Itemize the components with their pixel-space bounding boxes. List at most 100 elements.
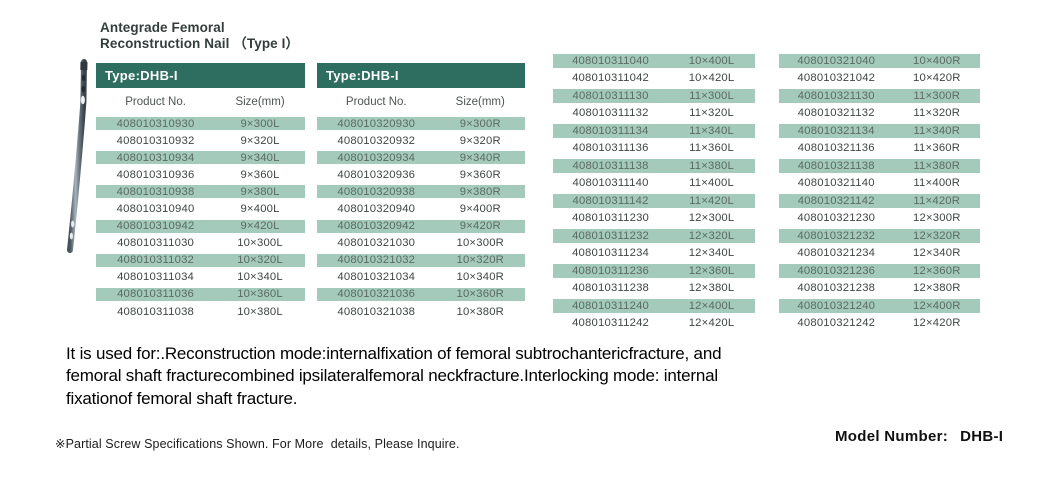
product-no: 408010311230: [572, 212, 650, 225]
table-row: 408010311032 10×320L: [96, 251, 305, 269]
size-value: 10×360L: [237, 288, 283, 301]
product-no: 408010321042: [797, 72, 876, 85]
product-no: 408010310942: [116, 220, 195, 233]
table-row: 408010321136 11×360R: [779, 140, 980, 158]
table-type-header: Type:DHB-I: [317, 63, 525, 88]
product-no: 408010321142: [797, 194, 875, 207]
table-row: 408010311034 10×340L: [96, 269, 305, 286]
product-no: 408010321040: [797, 54, 876, 67]
product-no: 408010320938: [337, 185, 416, 198]
table-row: 408010311140 11×400L: [553, 175, 755, 193]
size-value: 12×380L: [688, 282, 735, 295]
product-no: 408010321134: [797, 124, 875, 137]
size-value: 11×420R: [913, 194, 961, 207]
nail-hole: [81, 85, 85, 93]
spec-table-3: 408010311040 10×400L 408010311042 10×420L 40…: [553, 52, 755, 332]
table-row: 408010311042 10×420L: [553, 70, 755, 88]
col-header-product-no: Product No.: [125, 95, 186, 108]
size-value: 9×360R: [459, 168, 501, 181]
product-no: 408010321236: [797, 264, 876, 277]
size-value: 9×320L: [240, 134, 280, 147]
table-row: 408010310938 9×380L: [96, 183, 305, 201]
product-no: 408010311142: [572, 194, 649, 207]
product-no: 408010321130: [797, 89, 875, 102]
table-row: 408010311138 11×380L: [553, 157, 755, 175]
table-row: 408010311240 12×400L: [553, 297, 755, 315]
table-row: 408010311234 12×340L: [553, 245, 755, 263]
table-rows: 408010321040 10×400R 408010321042 10×420R 40…: [779, 52, 980, 332]
spec-table-4: 408010321040 10×400R 408010321042 10×420R 40…: [779, 52, 980, 332]
table-row: 408010321232 12×320R: [779, 227, 980, 245]
product-no: 408010311238: [572, 282, 650, 295]
table-row: 408010321238 12×380R: [779, 280, 980, 298]
size-value: 10×360R: [456, 288, 505, 301]
model-number-label: Model Number:: [835, 428, 949, 445]
product-no: 408010311032: [117, 254, 195, 267]
size-value: 11×300L: [689, 89, 734, 102]
size-value: 12×300L: [688, 212, 735, 225]
table-row: 408010311030 10×300L: [96, 235, 305, 252]
size-value: 10×340R: [456, 271, 505, 284]
usage-description-line1: It is used for:.Reconstruction mode:inte…: [66, 344, 722, 363]
product-no: 408010311138: [572, 159, 649, 172]
footnote: ※Partial Screw Specifications Shown. For…: [55, 437, 460, 451]
product-no: 408010321034: [337, 271, 416, 284]
size-value: 11×420L: [689, 194, 734, 207]
nail-hole: [80, 95, 85, 105]
size-value: 9×420L: [240, 220, 280, 233]
table-rows: 408010311040 10×400L 408010311042 10×420L 40…: [553, 52, 755, 332]
product-no: 408010321140: [797, 177, 875, 190]
size-value: 10×340L: [237, 271, 283, 284]
size-value: 11×400L: [689, 177, 734, 190]
size-value: 11×380L: [689, 159, 734, 172]
usage-description: It is used for:.Reconstruction mode:inte…: [66, 343, 846, 410]
size-value: 12×360R: [912, 264, 961, 277]
product-no: 408010320942: [337, 220, 416, 233]
size-value: 11×400R: [913, 177, 961, 190]
spec-table-2: Type:DHB-I Product No. Size(mm) 40801032…: [317, 63, 525, 320]
page-title-line1: Antegrade Femoral: [100, 20, 225, 35]
model-number: Model Number: DHB-I: [835, 428, 1003, 445]
size-value: 9×400L: [240, 203, 280, 216]
table-row: 408010321036 10×360R: [317, 285, 525, 304]
product-no: 408010311236: [572, 264, 650, 277]
product-no: 408010310938: [116, 185, 195, 198]
table-row: 408010321242 12×420R: [779, 315, 980, 333]
size-value: 9×300L: [240, 117, 280, 130]
product-no: 408010311130: [572, 89, 649, 102]
col-header-product-no: Product No.: [345, 95, 407, 108]
size-value: 12×400L: [688, 299, 735, 312]
product-no: 408010310932: [116, 134, 195, 147]
product-no: 408010311140: [572, 177, 649, 190]
table-row: 408010311136 11×360L: [553, 140, 755, 158]
size-value: 12×340L: [688, 247, 735, 260]
product-no: 408010311036: [117, 288, 195, 301]
product-no: 408010311232: [572, 229, 650, 242]
product-no: 408010321136: [797, 142, 875, 155]
table-row: 408010311036 10×360L: [96, 285, 305, 304]
product-no: 408010311136: [572, 142, 649, 155]
product-no: 408010321242: [797, 317, 876, 330]
product-no: 408010311034: [117, 271, 195, 284]
product-no: 408010321038: [337, 305, 416, 318]
table-row: 408010320934 9×340R: [317, 149, 525, 167]
size-value: 11×340R: [913, 124, 961, 137]
size-value: 12×420L: [688, 317, 735, 330]
table-row: 408010311230 12×300L: [553, 210, 755, 228]
product-no: 408010310934: [116, 151, 195, 164]
table-row: 408010311242 12×420L: [553, 315, 755, 333]
table-row: 408010310930 9×300L: [96, 115, 305, 133]
table-row: 408010311232 12×320L: [553, 227, 755, 245]
size-value: 10×400R: [912, 54, 961, 67]
column-headers: Product No. Size(mm): [96, 88, 305, 115]
product-no: 408010311234: [572, 247, 650, 260]
table-row: 408010321140 11×400R: [779, 175, 980, 193]
table-rows: 408010320930 9×300R 408010320932 9×320R 4080…: [317, 115, 525, 320]
table-row: 408010310932 9×320L: [96, 132, 305, 149]
size-value: 10×380R: [456, 305, 505, 318]
model-number-value: DHB-I: [960, 428, 1004, 445]
product-no: 408010310936: [116, 168, 195, 181]
size-value: 12×320L: [688, 229, 735, 242]
size-value: 9×400R: [459, 203, 501, 216]
product-no: 408010310930: [116, 117, 195, 130]
